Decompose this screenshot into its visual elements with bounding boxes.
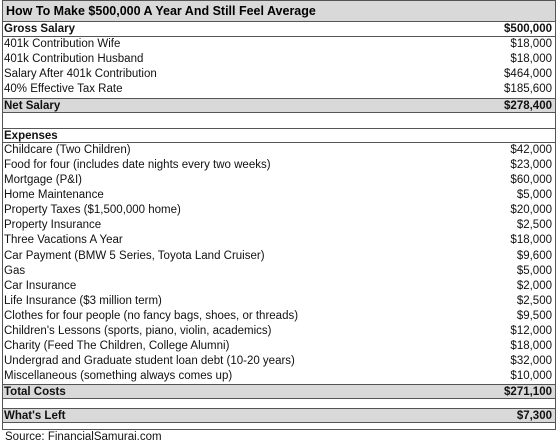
line-item-label: 401k Contribution Husband [4, 53, 144, 66]
line-item-label: Car Payment (BMW 5 Series, Toyota Land C… [4, 249, 265, 262]
line-item-label: Mortgage (P&I) [4, 174, 82, 186]
line-item-label: Life Insurance ($3 million term) [4, 294, 162, 307]
line-item: Salary After 401k Contribution $464,000 [2, 67, 556, 82]
section-header: Expenses [2, 127, 556, 143]
line-item-value: $18,000 [510, 340, 552, 353]
line-item: Home Maintenance $5,000 [2, 188, 556, 203]
line-item-label: Undergrad and Graduate student loan debt… [4, 355, 295, 368]
line-item-label: Three Vacations A Year [4, 234, 123, 247]
line-item-value: $60,000 [510, 174, 552, 186]
line-item-value: $18,000 [510, 53, 552, 66]
line-item-label: Charity (Feed The Children, College Alum… [4, 340, 230, 353]
line-item-value: $9,600 [516, 249, 552, 262]
line-item: Car Insurance $2,000 [2, 279, 556, 294]
line-item-label: Car Insurance [4, 279, 77, 292]
line-item: Car Payment (BMW 5 Series, Toyota Land C… [2, 249, 556, 264]
line-item: Food for four (includes date nights ever… [2, 158, 556, 173]
net-row: Net Salary $278,400 [2, 97, 556, 113]
line-item-value: $18,000 [510, 234, 552, 247]
total-row: Total Costs $271,100 [2, 384, 556, 400]
line-item-value: $2,000 [516, 279, 552, 292]
line-item-value: $5,000 [516, 264, 552, 277]
title: How To Make $500,000 A Year And Still Fe… [2, 0, 556, 22]
line-item-value: $5,000 [516, 189, 552, 202]
line-item: Gas $5,000 [2, 264, 556, 279]
line-item-label: Childcare (Two Children) [4, 143, 131, 156]
line-item: 40% Effective Tax Rate $185,600 [2, 82, 556, 97]
line-item: Mortgage (P&I) $60,000 [2, 173, 556, 188]
line-item: Children's Lessons (sports, piano, violi… [2, 324, 556, 339]
line-item: Life Insurance ($3 million term) $2,500 [2, 294, 556, 309]
line-item-value: $464,000 [504, 68, 552, 81]
net-row-label: Net Salary [4, 99, 61, 112]
line-item-value: $2,500 [516, 219, 552, 232]
line-item-value: $23,000 [510, 158, 552, 171]
line-item-label: Salary After 401k Contribution [4, 68, 157, 81]
line-item-label: Clothes for four people (no fancy bags, … [4, 309, 299, 322]
line-item: Property Insurance $2,500 [2, 218, 556, 233]
net-row-value: $278,400 [504, 99, 552, 112]
line-item-label: Miscellaneous (something always comes up… [4, 370, 233, 383]
line-item: 401k Contribution Husband $18,000 [2, 52, 556, 67]
line-item-label: Property Insurance [4, 219, 102, 232]
line-item-label: Home Maintenance [4, 189, 104, 202]
total-row-value: $271,100 [504, 386, 552, 399]
line-item-value: $2,500 [516, 294, 552, 307]
line-item: Three Vacations A Year $18,000 [2, 233, 556, 248]
line-item: Property Taxes ($1,500,000 home) $20,000 [2, 203, 556, 218]
total-row-label: Total Costs [4, 386, 66, 399]
source: Source: FinancialSamurai.com [5, 431, 162, 443]
line-item-value: $32,000 [510, 355, 552, 368]
section-header: Gross Salary $500,000 [2, 22, 556, 37]
line-item-value: $9,500 [516, 309, 552, 322]
line-item-label: Children's Lessons (sports, piano, violi… [4, 325, 272, 337]
whats-left-row-value: $7,300 [516, 409, 552, 422]
line-item-value: $12,000 [510, 325, 552, 337]
line-item-value: $18,000 [510, 38, 552, 51]
section-header-value: $500,000 [504, 23, 552, 35]
line-item-value: $10,000 [510, 370, 552, 383]
line-item: Charity (Feed The Children, College Alum… [2, 339, 556, 354]
line-item-label: 401k Contribution Wife [4, 38, 121, 51]
line-item: Childcare (Two Children) $42,000 [2, 143, 556, 158]
section-header-label: Gross Salary [4, 23, 75, 35]
line-item: Miscellaneous (something always comes up… [2, 369, 556, 384]
line-item: Clothes for four people (no fancy bags, … [2, 309, 556, 324]
line-item-value: $20,000 [510, 204, 552, 217]
line-item-label: 40% Effective Tax Rate [4, 83, 123, 96]
whats-left-row-label: What's Left [4, 409, 66, 422]
line-item-label: Gas [4, 264, 26, 277]
line-item-label: Food for four (includes date nights ever… [4, 158, 271, 171]
line-item: 401k Contribution Wife $18,000 [2, 37, 556, 52]
line-item-value: $42,000 [510, 143, 552, 156]
line-item-label: Property Taxes ($1,500,000 home) [4, 204, 181, 217]
line-item-value: $185,600 [504, 83, 552, 96]
whats-left-row: What's Left $7,300 [2, 407, 556, 423]
line-item: Undergrad and Graduate student loan debt… [2, 354, 556, 369]
section-header-label: Expenses [4, 129, 58, 142]
